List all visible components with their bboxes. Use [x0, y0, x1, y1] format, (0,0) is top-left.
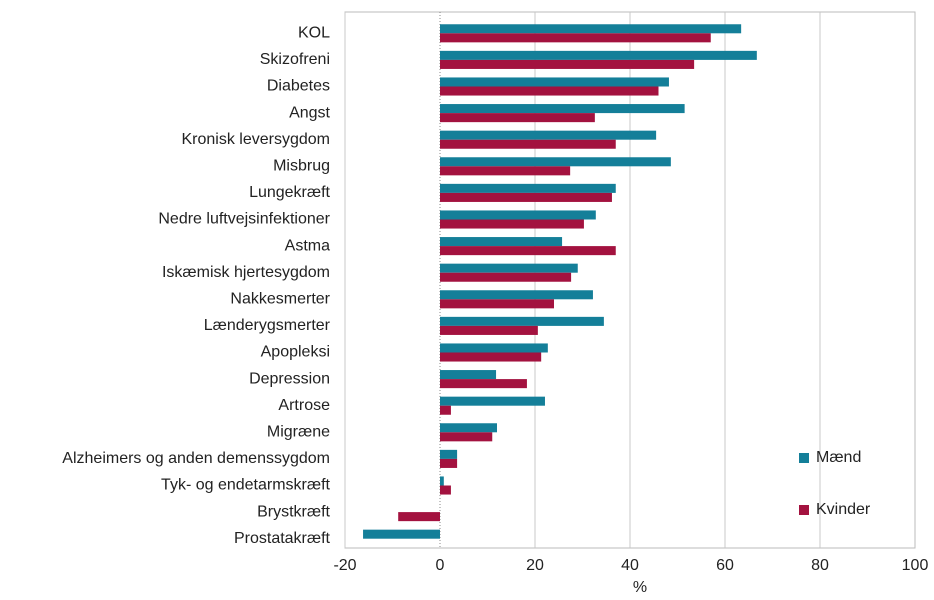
legend-label: Kvinder — [816, 501, 871, 518]
y-tick-label: Astma — [285, 237, 330, 254]
x-tick-label: 80 — [811, 557, 829, 574]
x-tick-label: 0 — [436, 557, 445, 574]
x-tick-label: 60 — [716, 557, 734, 574]
bar — [440, 192, 612, 202]
y-tick-label: Kronisk leversygdom — [182, 131, 331, 148]
x-tick-label: -20 — [333, 557, 356, 574]
bar — [440, 183, 616, 193]
bar — [440, 166, 571, 176]
y-tick-label: KOL — [298, 25, 330, 42]
y-tick-label: Misbrug — [273, 158, 330, 175]
legend-label: Mænd — [816, 449, 861, 466]
y-tick-label: Diabetes — [267, 78, 330, 95]
bar — [440, 263, 578, 273]
y-tick-label: Artrose — [278, 397, 330, 414]
bar — [440, 86, 659, 96]
x-tick-label: 20 — [526, 557, 544, 574]
bar — [440, 130, 657, 140]
bar — [440, 113, 595, 123]
y-tick-label: Lungekræft — [249, 184, 330, 201]
bar — [398, 512, 440, 522]
legend-swatch — [799, 505, 809, 515]
bar — [440, 379, 527, 389]
y-tick-label: Prostatakræft — [234, 530, 331, 547]
y-tick-label: Apopleksi — [261, 344, 330, 361]
bar — [440, 59, 695, 69]
bar — [440, 432, 493, 442]
bar — [440, 24, 742, 34]
bar — [440, 405, 451, 415]
x-tick-label: 40 — [621, 557, 639, 574]
y-tick-label: Iskæmisk hjertesygdom — [162, 264, 330, 281]
y-tick-label: Lænderygsmerter — [204, 317, 331, 334]
y-tick-label: Migræne — [267, 424, 330, 441]
bar — [440, 476, 444, 486]
y-tick-label: Skizofreni — [260, 51, 330, 68]
x-axis-label: % — [633, 579, 647, 595]
y-tick-label: Nedre luftvejsinfektioner — [158, 211, 330, 228]
y-tick-label: Brystkræft — [257, 503, 330, 520]
bar — [440, 370, 497, 380]
x-tick-label: 100 — [902, 557, 929, 574]
bar — [440, 299, 554, 309]
bar — [440, 396, 545, 406]
bar — [440, 272, 572, 282]
y-tick-label: Depression — [249, 370, 330, 387]
bar — [440, 290, 593, 300]
bar — [440, 343, 548, 353]
bar — [440, 246, 616, 256]
bar — [440, 139, 616, 149]
bar — [440, 237, 563, 247]
bar — [440, 316, 604, 326]
y-tick-label: Alzheimers og anden demenssygdom — [62, 450, 330, 467]
bar — [440, 33, 711, 43]
y-tick-label: Tyk- og endetarmskræft — [161, 477, 331, 494]
bar — [440, 219, 584, 229]
bar — [363, 529, 440, 539]
y-tick-label: Nakkesmerter — [230, 291, 330, 308]
bar — [440, 352, 542, 362]
y-tick-label: Angst — [289, 104, 330, 121]
bar — [440, 485, 451, 495]
legend-swatch — [799, 453, 809, 463]
bar — [440, 423, 497, 433]
bar — [440, 325, 538, 335]
bar — [440, 210, 596, 220]
bar — [440, 157, 671, 167]
bar — [440, 449, 458, 459]
bar — [440, 104, 685, 114]
bar — [440, 458, 458, 468]
bar — [440, 50, 757, 60]
bar — [440, 77, 669, 87]
